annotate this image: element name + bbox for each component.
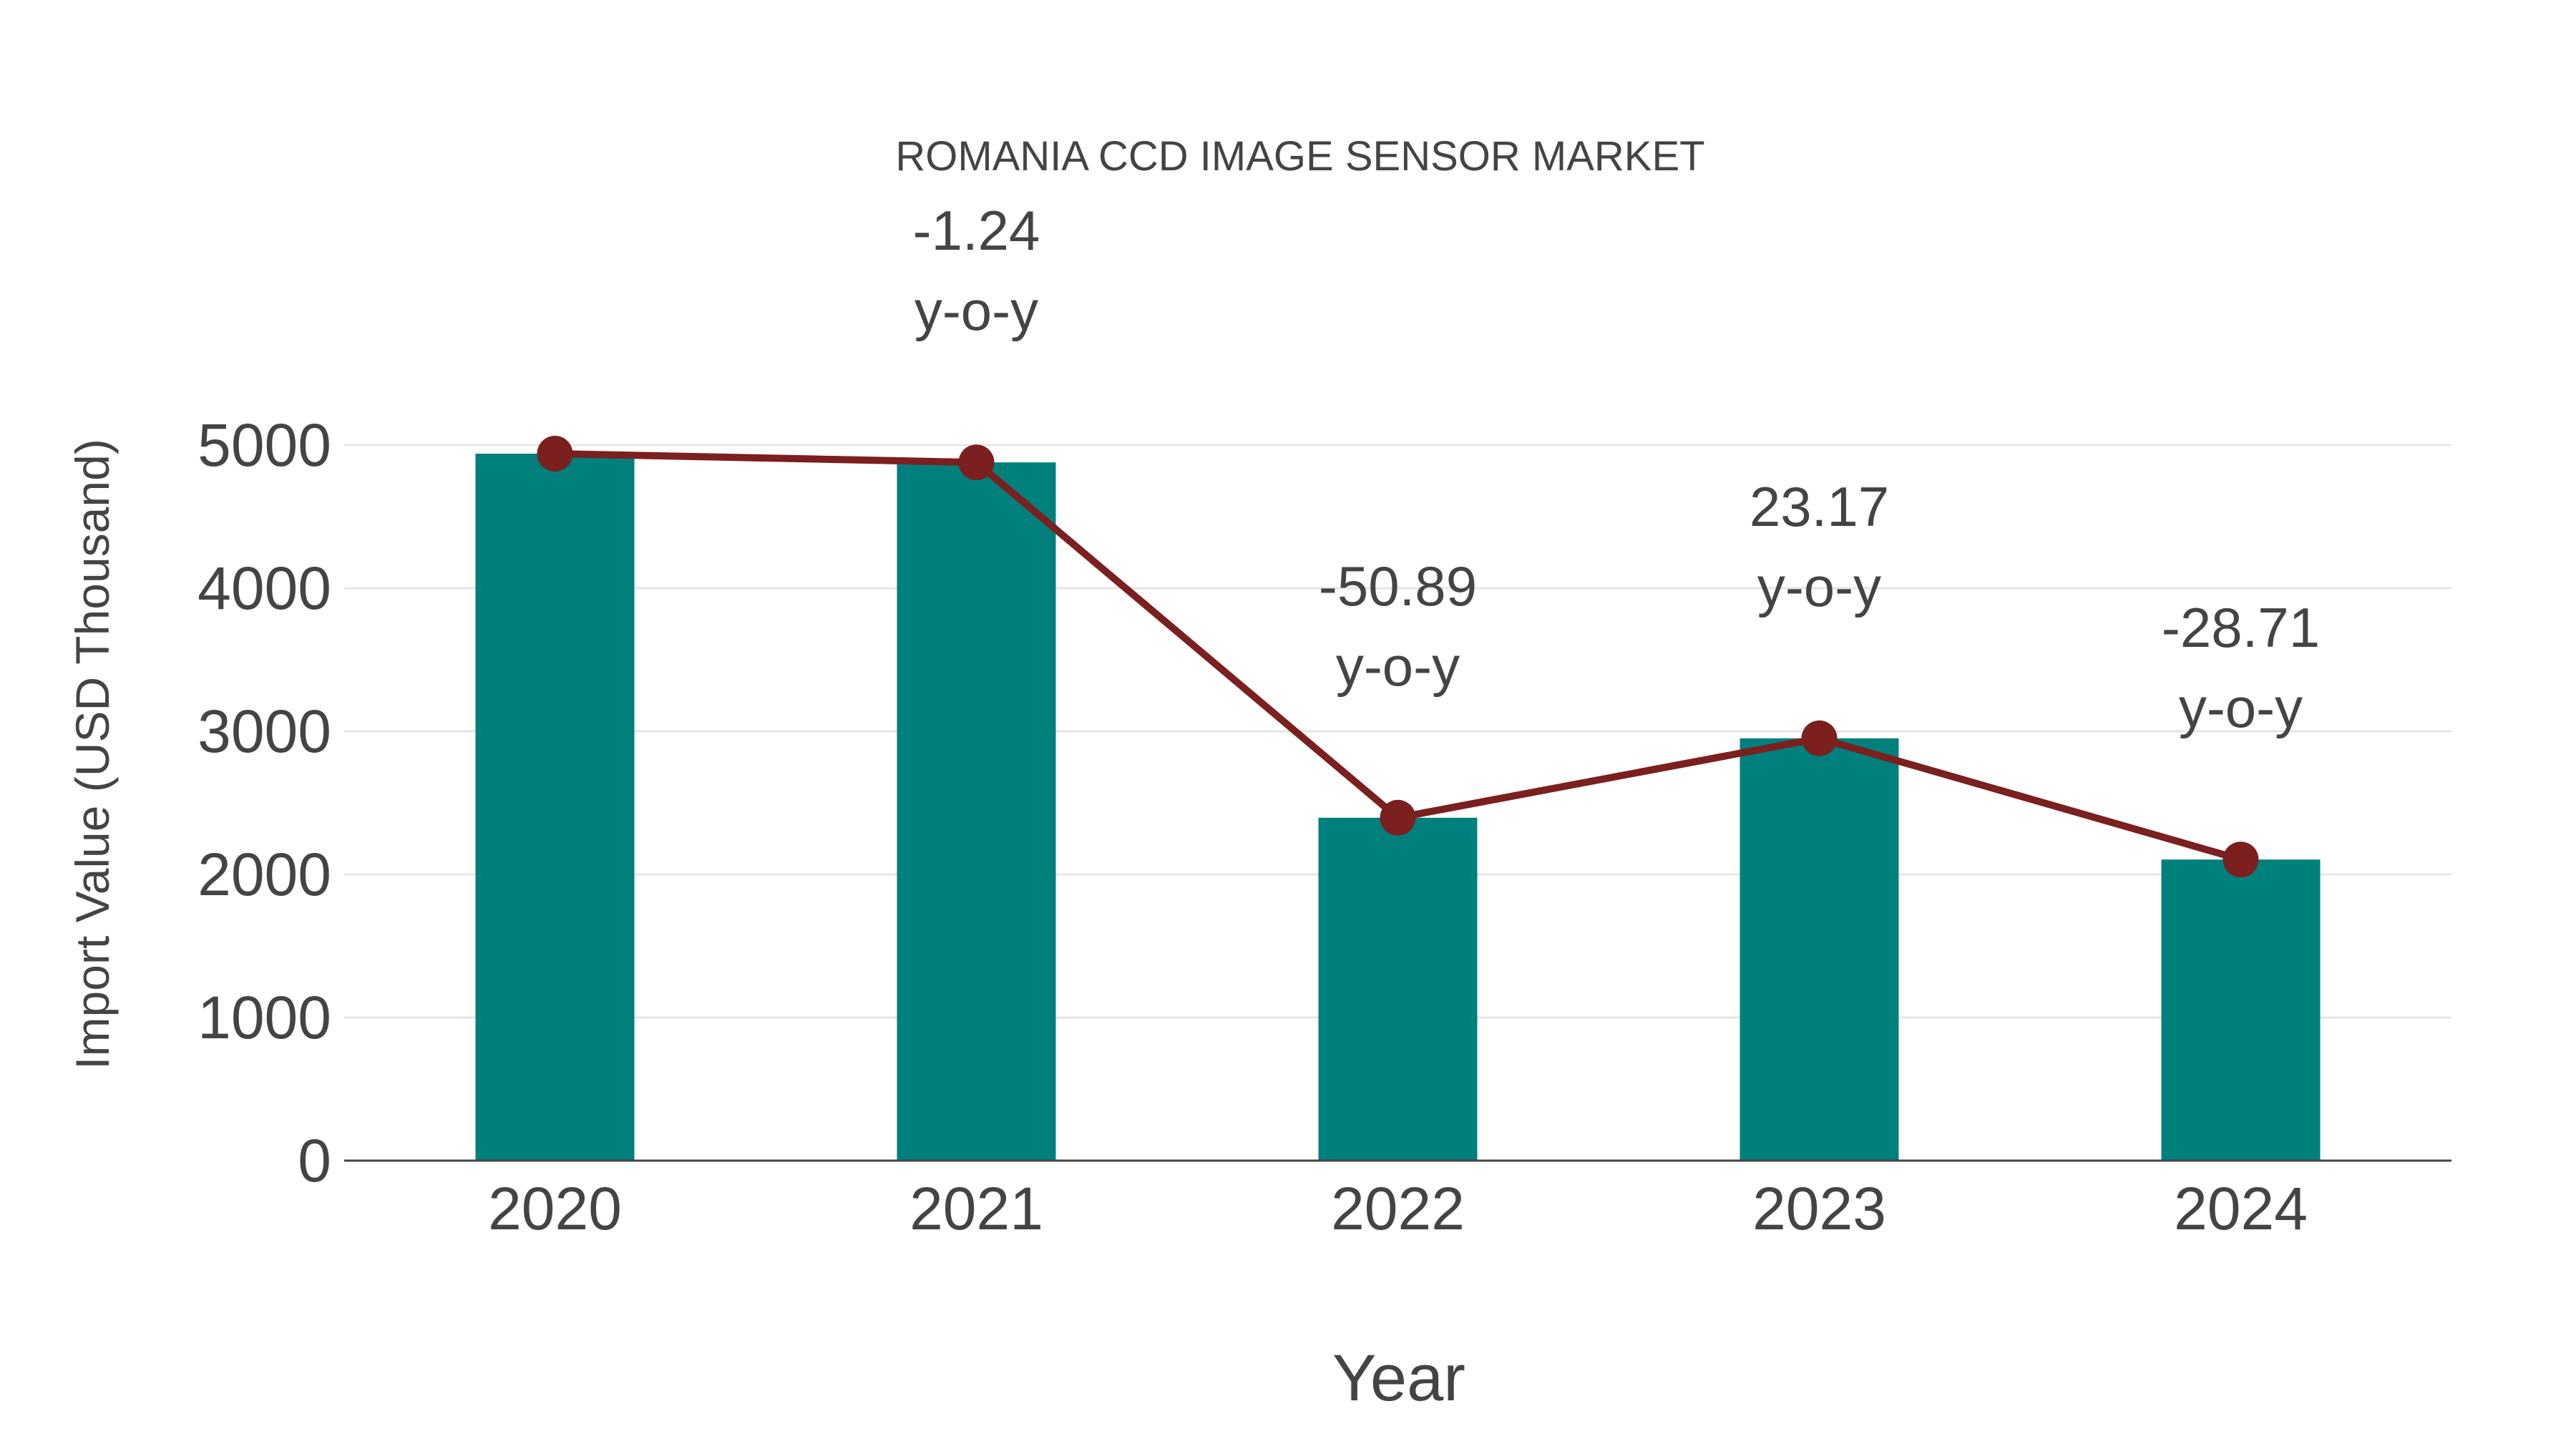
x-tick-label: 2024 [2174, 1175, 2308, 1242]
bar-2023 [1740, 738, 1899, 1161]
y-tick-label: 4000 [197, 555, 331, 622]
yoy-annotation-2021: -1.24 y-o-y [913, 199, 1040, 342]
chart-title: ROMANIA CCD IMAGE SENSOR MARKET [895, 133, 1704, 180]
yoy-suffix: y-o-y [1757, 555, 1881, 618]
yoy-annotations: -1.24 y-o-y -50.89 y-o-y 23.17 y-o-y -28.71 y-o… [913, 199, 2320, 739]
yoy-value: -1.24 [913, 199, 1040, 262]
x-axis-ticks: 2020 2021 2022 2023 2024 [488, 1175, 2308, 1242]
x-tick-label: 2021 [909, 1175, 1043, 1242]
yoy-suffix: y-o-y [914, 279, 1038, 342]
bar-series [475, 454, 2321, 1161]
bar-2024 [2161, 859, 2321, 1161]
bar-2021 [897, 462, 1056, 1161]
yoy-suffix: y-o-y [1336, 635, 1460, 698]
trend-marker-2022 [1380, 799, 1416, 836]
y-axis-ticks: 0 1000 2000 3000 4000 5000 [197, 411, 331, 1194]
yoy-suffix: y-o-y [2179, 676, 2303, 739]
y-tick-label: 3000 [197, 698, 331, 765]
yoy-annotation-2023: 23.17 y-o-y [1750, 475, 1889, 618]
yoy-value: -50.89 [1319, 555, 1477, 618]
y-tick-label: 5000 [197, 411, 331, 479]
yoy-value: 23.17 [1750, 475, 1889, 538]
y-tick-label: 0 [298, 1127, 331, 1194]
y-tick-label: 2000 [197, 841, 331, 908]
yoy-annotation-2022: -50.89 y-o-y [1319, 555, 1477, 698]
trend-marker-2021 [958, 444, 995, 481]
trend-line-series [537, 436, 2259, 878]
trend-marker-2023 [1801, 720, 1838, 756]
yoy-value: -28.71 [2162, 596, 2320, 659]
bar-2020 [475, 454, 635, 1161]
gridlines [344, 444, 2451, 1019]
x-axis-title: Year [1332, 1342, 1465, 1415]
x-tick-label: 2020 [488, 1175, 622, 1242]
y-axis-title: Import Value (USD Thousand) [66, 439, 119, 1070]
x-tick-label: 2023 [1752, 1175, 1886, 1242]
yoy-annotation-2024: -28.71 y-o-y [2162, 596, 2320, 739]
x-tick-label: 2022 [1331, 1175, 1465, 1242]
trend-marker-2024 [2223, 841, 2259, 878]
bar-2022 [1318, 817, 1478, 1161]
trend-marker-2020 [537, 436, 573, 472]
y-tick-label: 1000 [197, 984, 331, 1051]
